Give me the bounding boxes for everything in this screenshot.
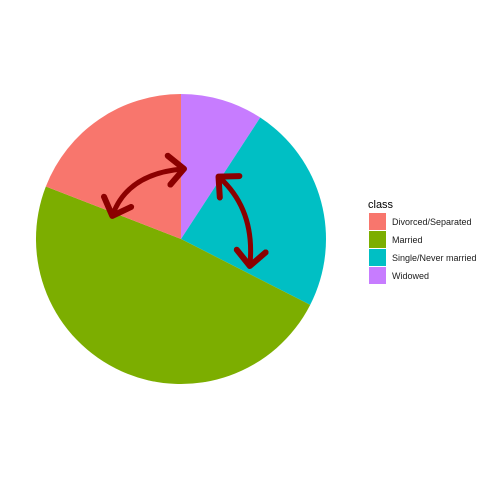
legend-label-widowed: Widowed — [392, 271, 429, 281]
legend-label-married: Married — [392, 235, 423, 245]
legend-key-single-never-married — [369, 249, 386, 266]
legend-key-widowed — [369, 267, 386, 284]
arrow-widowed-single — [215, 173, 269, 269]
legend-label-divorced-separated: Divorced/Separated — [392, 217, 472, 227]
pie-slice-married — [35, 186, 311, 385]
pie-annotations — [100, 152, 269, 269]
legend-key-divorced-separated — [369, 213, 386, 230]
pie-slices — [35, 94, 327, 385]
legend-key-married — [369, 231, 386, 248]
legend-label-single-never-married: Single/Never married — [392, 253, 477, 263]
legend: class Divorced/Separated Married Single/Ne… — [368, 199, 477, 284]
pie-slice-widowed — [181, 94, 261, 239]
arrow-divorced-widowed — [100, 152, 187, 219]
legend-title: class — [368, 199, 394, 211]
